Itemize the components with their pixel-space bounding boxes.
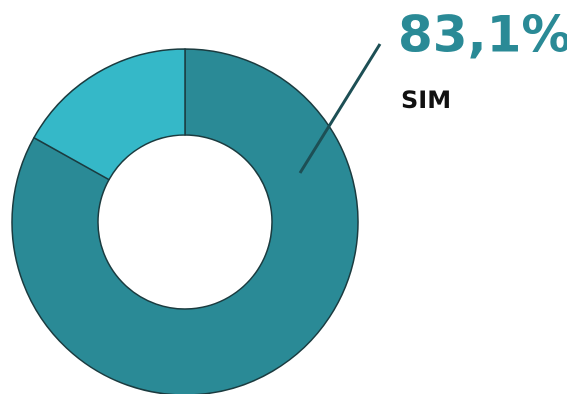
category-label: SIM xyxy=(401,86,451,114)
donut-segment xyxy=(11,48,359,394)
leader-line xyxy=(298,43,382,174)
donut-segment xyxy=(32,48,186,181)
value-label: 83,1% xyxy=(398,6,567,64)
